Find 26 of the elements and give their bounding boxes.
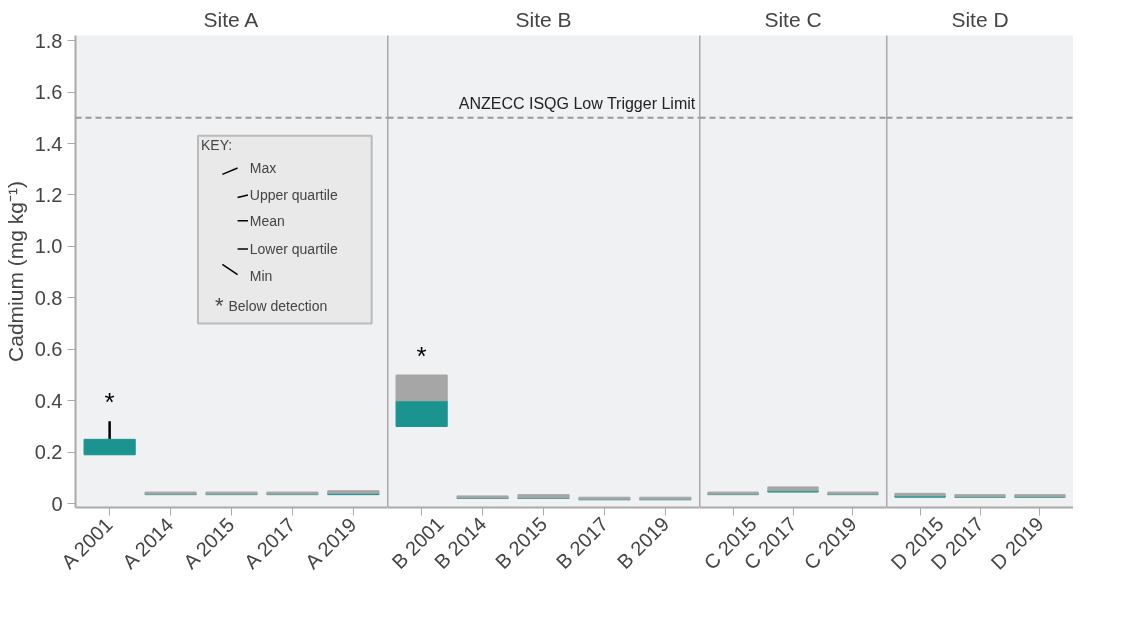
y-tick-label: 1.6 — [34, 81, 63, 104]
y-axis-title: Cadmium (mg kg⁻¹) — [3, 181, 27, 362]
chart-title: Site B — [515, 7, 572, 31]
y-tick-label: 0.4 — [34, 389, 63, 412]
chart-title: Site C — [764, 7, 822, 31]
y-tick-label: 0.2 — [34, 441, 63, 464]
y-tick-label: 0.6 — [34, 338, 63, 361]
annotation: Below detection — [228, 297, 328, 314]
annotation: * — [104, 387, 115, 418]
annotation: Upper quartile — [249, 186, 338, 203]
annotation: * — [215, 293, 225, 319]
annotation: Min — [249, 268, 273, 284]
y-tick-label: 0 — [51, 492, 63, 515]
annotation: * — [416, 341, 427, 372]
y-tick-label: 0.8 — [34, 286, 63, 309]
chart-title: Site A — [203, 7, 259, 31]
y-tick-label: 1.8 — [34, 29, 63, 52]
annotation: Mean — [249, 212, 285, 229]
chart-title: Site D — [951, 7, 1009, 31]
annotation: KEY: — [201, 136, 233, 153]
ref-line-label: ANZECC ISQG Low Trigger Limit — [458, 94, 696, 112]
annotation: Lower quartile — [249, 240, 338, 257]
annotation: Max — [249, 159, 277, 176]
y-tick-label: 1.4 — [34, 132, 63, 155]
y-tick-label: 1.2 — [34, 183, 63, 206]
y-tick-label: 1.0 — [34, 235, 63, 258]
